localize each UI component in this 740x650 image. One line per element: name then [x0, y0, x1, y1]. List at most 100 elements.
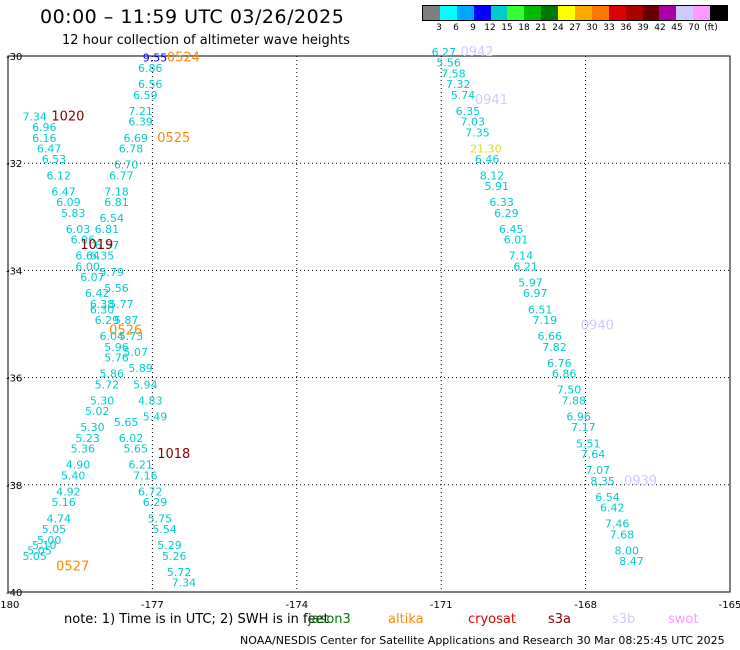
wave-height-value: 5.00 [37, 534, 62, 547]
wave-height-value: 6.21 [513, 260, 538, 273]
legend-label: 21 [535, 23, 547, 33]
wave-height-value: 5.49 [143, 410, 168, 423]
wave-height-value: 5.36 [71, 443, 96, 456]
wave-height-value: 6.21 [128, 459, 153, 472]
legend-label: 9 [470, 23, 476, 33]
wave-height-value: 6.00 [75, 260, 100, 273]
wave-height-value: 6.53 [42, 153, 66, 166]
wave-height-value: 7.88 [562, 394, 587, 407]
wave-height-value: 6.27 [432, 46, 457, 59]
wave-height-value: 7.50 [557, 384, 582, 397]
wave-height-value: 6.02 [119, 432, 144, 445]
wave-height-value: 6.09 [56, 196, 80, 209]
legend-label: 33 [603, 23, 615, 33]
wave-height-value: 6.03 [66, 223, 91, 236]
wave-height-value: 7.68 [610, 528, 635, 541]
wave-height-value: 8.35 [590, 475, 615, 488]
legend-label: 39 [637, 23, 649, 33]
wave-height-value: 7.35 [465, 126, 490, 139]
legend-swatch [473, 6, 491, 20]
wave-height-value: 7.07 [586, 464, 611, 477]
satellite-name: s3b [612, 612, 636, 627]
satellite-name: swot [668, 612, 699, 627]
wave-height-value: 6.38 [90, 298, 115, 311]
legend-label: 24 [552, 23, 564, 33]
legend-labels: 3 6 9 12 15 18 21 24 27 30 33 36 39 42 45 70 (ft) [422, 21, 728, 35]
credit-footer: NOAA/NESDIS Center for Satellite Applica… [240, 634, 725, 647]
wave-height-value: 5.72 [95, 378, 120, 391]
wave-height-value: 5.30 [80, 421, 105, 434]
legend-label: 27 [569, 23, 581, 33]
wave-height-value: 6.72 [138, 486, 163, 499]
wave-height-value: 7.64 [581, 448, 606, 461]
wave-height-value: 5.05 [27, 544, 52, 557]
wave-height-value: 6.76 [547, 357, 572, 370]
wave-height-value: 6.56 [138, 78, 163, 91]
wave-height-value: 6.01 [504, 234, 528, 247]
wave-height-value: 6.81 [95, 223, 120, 236]
wave-height-value: 7.58 [441, 67, 466, 80]
color-legend: 3 6 9 12 15 18 21 24 27 30 33 36 39 42 45 70 (ft) [422, 5, 728, 35]
wave-height-value: 5.76 [104, 352, 128, 365]
legend-label: 15 [501, 23, 513, 33]
legend-swatch [676, 6, 694, 20]
wave-height-value: 4.74 [47, 512, 72, 525]
wave-height-value: 5.83 [61, 207, 86, 220]
legend-swatch [625, 6, 643, 20]
wave-height-value: 5.29 [157, 539, 182, 552]
wave-height-value: 6.86 [552, 368, 577, 381]
wave-height-value: 6.42 [600, 502, 625, 515]
pass-time-label: 0940 [581, 318, 614, 333]
wave-height-value: 6.54 [99, 212, 124, 225]
legend-swatch [524, 6, 542, 20]
wave-height-value: 5.54 [152, 523, 177, 536]
pass-time-label: 0941 [475, 93, 508, 108]
wave-height-value: 6.42 [85, 287, 110, 300]
wave-height-value: 8.00 [614, 544, 639, 557]
wave-height-value: 6.04 [99, 330, 124, 343]
x-tick-label: -171 [430, 600, 453, 611]
plot-frame [7, 55, 731, 593]
pass-time-label: 0526 [109, 324, 142, 339]
wave-height-value: 6.69 [124, 132, 148, 145]
wave-height-value: 6.78 [119, 142, 144, 155]
x-tick-label: -177 [141, 600, 164, 611]
legend-swatch [710, 6, 728, 20]
wave-height-value: 6.81 [104, 196, 128, 209]
legend-swatch [439, 6, 457, 20]
pass-time-label: 0939 [624, 474, 657, 489]
legend-swatch [591, 6, 609, 20]
wave-height-value: 7.21 [128, 105, 153, 118]
legend-label: 42 [654, 23, 666, 33]
legend-swatch [575, 6, 592, 20]
wave-height-value: 6.16 [32, 132, 57, 145]
wave-height-value: 6.47 [51, 185, 76, 198]
wave-height-value: 6.51 [528, 303, 553, 316]
wave-height-value: 5.16 [51, 496, 76, 509]
legend-swatch [507, 6, 525, 20]
legend-label: (ft) [704, 23, 718, 33]
legend-label: 70 [688, 23, 700, 33]
satellite-name: jason3 [308, 612, 351, 627]
legend-swatch [456, 6, 474, 20]
wave-height-value: 5.77 [109, 298, 134, 311]
y-tick-label: -40 [6, 588, 22, 599]
legend-swatch [541, 6, 559, 20]
wave-height-value: 5.07 [124, 346, 148, 359]
wave-height-value: 5.65 [124, 443, 148, 456]
wave-height-value: 6.96 [566, 410, 591, 423]
y-tick-label: -36 [6, 374, 22, 385]
wave-height-value: 6.33 [489, 196, 514, 209]
wave-height-value: 5.65 [114, 416, 139, 429]
y-tick-label: -34 [6, 266, 22, 277]
wave-height-value: 6.77 [109, 169, 134, 182]
footnote: note: 1) Time is in UTC; 2) SWH is in fe… [64, 612, 329, 627]
wave-height-value: 6.35 [90, 250, 115, 263]
pass-time-label: 0525 [157, 131, 190, 146]
wave-height-value: 4.92 [56, 486, 80, 499]
wave-height-value: 6.54 [595, 491, 620, 504]
wave-height-value: 5.79 [99, 266, 124, 279]
y-tick-label: -38 [6, 481, 22, 492]
satellite-name: altika [388, 612, 424, 627]
